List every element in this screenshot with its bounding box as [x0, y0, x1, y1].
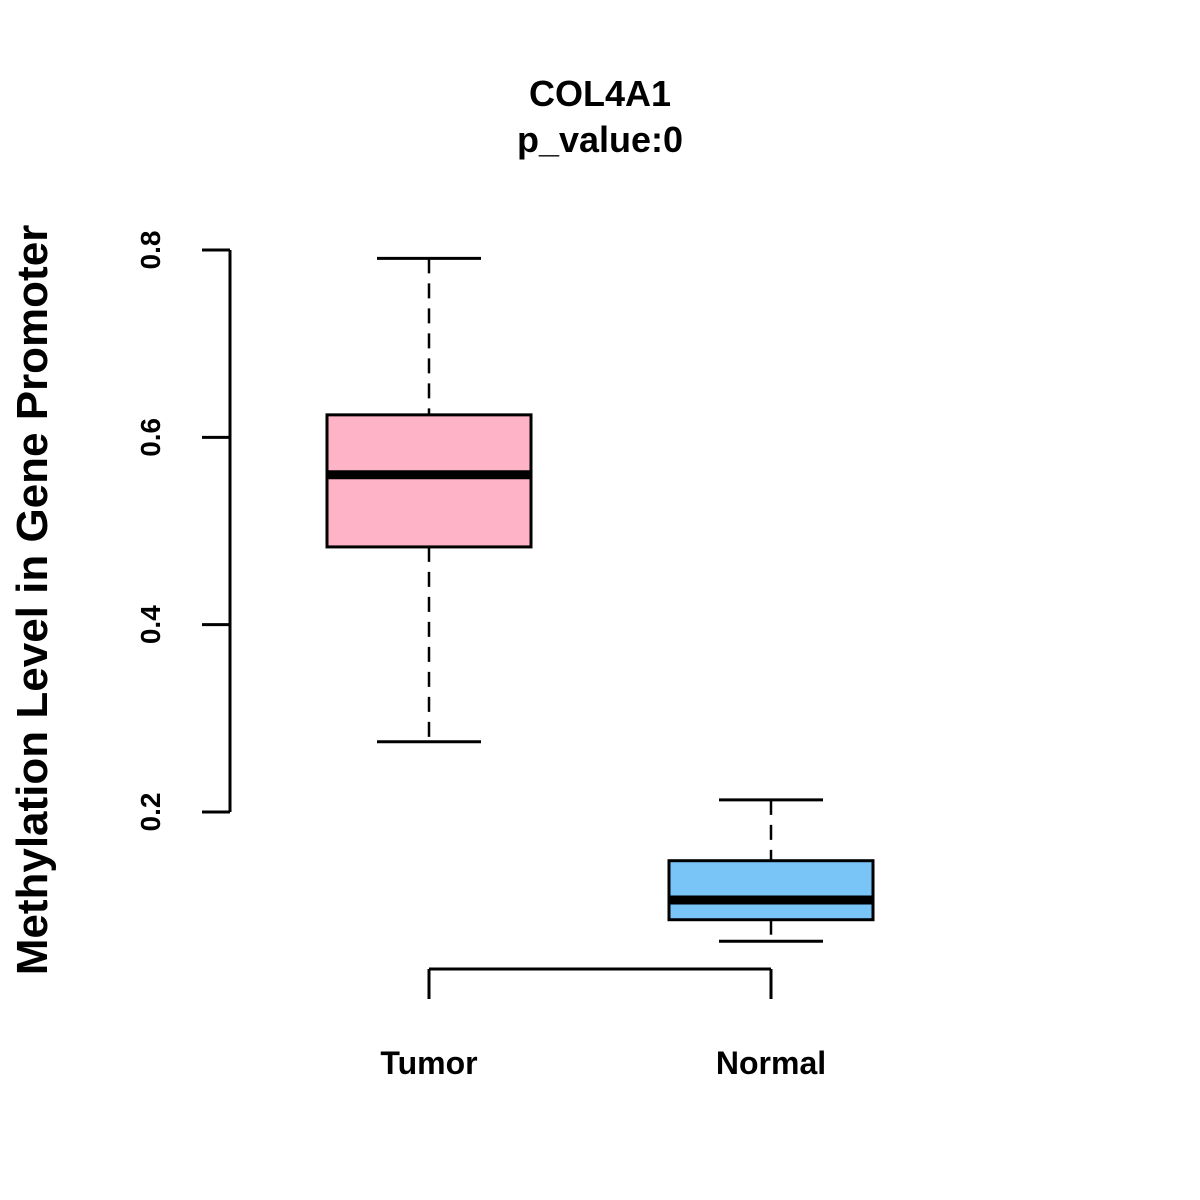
boxes-group	[325, 256, 875, 943]
y-axis-label: Methylation Level in Gene Promoter	[8, 225, 57, 976]
y-tick-label: 0.4	[135, 605, 166, 644]
category-label-tumor: Tumor	[380, 1045, 477, 1081]
category-label-normal: Normal	[716, 1045, 826, 1081]
category-labels: Tumor Normal	[380, 1045, 826, 1081]
box-normal	[667, 798, 875, 943]
chart-title: COL4A1	[529, 73, 671, 114]
y-tick-label: 0.6	[135, 418, 166, 457]
box-tumor	[325, 256, 533, 744]
iqr-box	[667, 859, 875, 922]
chart-subtitle: p_value:0	[517, 119, 683, 160]
comparison-bracket	[427, 967, 773, 999]
y-tick-label: 0.8	[135, 231, 166, 270]
y-axis: 0.2 0.4 0.6 0.8	[135, 231, 232, 832]
iqr-box	[325, 413, 533, 549]
y-tick-label: 0.2	[135, 793, 166, 832]
